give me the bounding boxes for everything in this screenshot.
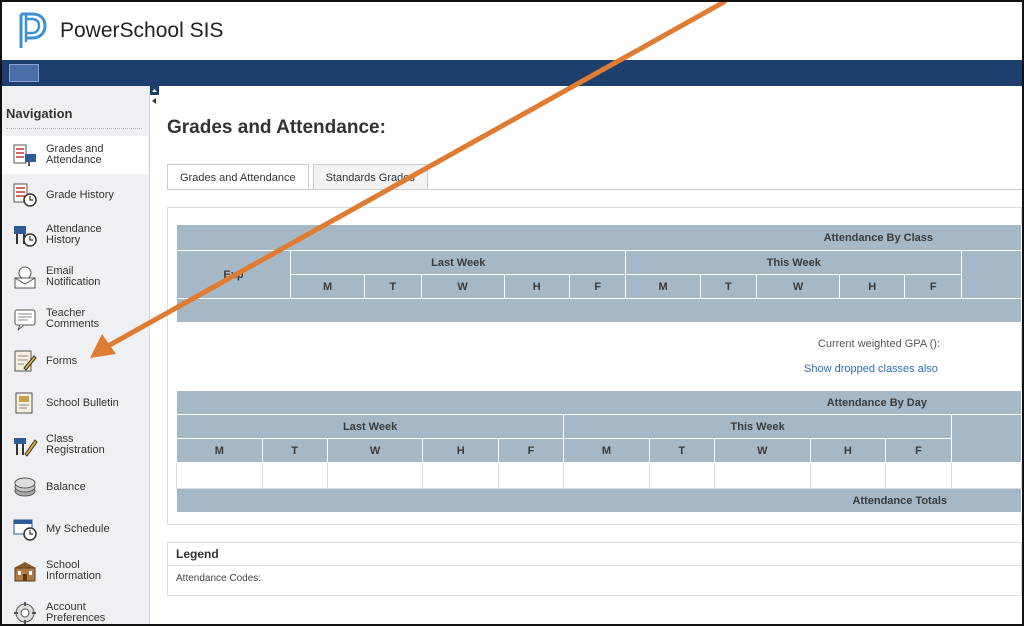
- day-header: W: [326, 438, 424, 463]
- tab-standards-grades[interactable]: Standards Grades: [312, 164, 428, 190]
- day-header: W: [713, 438, 811, 463]
- sidebar-item-label: Grade History: [46, 188, 114, 201]
- table-caption: Attendance By Day: [176, 390, 1022, 415]
- grades-attendance-icon: [13, 144, 36, 166]
- table-caption: Attendance By Class: [176, 224, 1022, 251]
- sidebar-item-school-information[interactable]: School Information: [2, 552, 148, 590]
- last-week-header: Last Week: [175, 414, 565, 439]
- nav-title: Navigation: [6, 106, 73, 121]
- sidebar-item-grades-attendance[interactable]: Grades and Attendance: [2, 136, 148, 174]
- sidebar-item-forms[interactable]: Forms: [2, 342, 148, 380]
- this-week-header: This Week: [625, 250, 962, 275]
- day-header: W: [756, 274, 841, 299]
- day-header: F: [904, 274, 962, 299]
- sidebar-item-grade-history[interactable]: Grade History: [2, 176, 148, 214]
- sidebar-item-teacher-comments[interactable]: Teacher Comments: [2, 300, 148, 338]
- day-header: H: [839, 274, 906, 299]
- legend-title: Legend: [176, 547, 219, 561]
- tab-divider: [167, 189, 1022, 190]
- tab-grades-and-attendance[interactable]: Grades and Attendance: [167, 164, 309, 190]
- page-title: Grades and Attendance:: [167, 117, 386, 138]
- day-header: M: [176, 438, 263, 463]
- comments-icon: [14, 309, 36, 331]
- registration-icon: [14, 438, 38, 457]
- nav-divider: [6, 128, 142, 129]
- day-header: H: [503, 274, 570, 299]
- balance-icon: [14, 477, 36, 497]
- attendance-totals-label: Attendance Totals: [176, 488, 1022, 513]
- menu-button[interactable]: [9, 64, 39, 82]
- powerschool-logo-icon: [19, 12, 47, 48]
- bulletin-icon: [15, 392, 33, 414]
- sidebar-item-label: Account Preferences: [46, 601, 106, 624]
- extra-header: [951, 414, 1022, 463]
- sidebar: Navigation Grades and Attendance Grade Hi…: [2, 86, 150, 624]
- day-header: M: [563, 438, 650, 463]
- collapse-sidebar-icon[interactable]: [150, 86, 159, 110]
- sidebar-item-label: Forms: [46, 354, 78, 367]
- day-header: T: [261, 438, 328, 463]
- grade-history-icon: [13, 183, 37, 207]
- sidebar-item-label: Teacher Comments: [46, 307, 100, 330]
- attendance-by-class-table: Attendance By Class Exp Last Week This W…: [176, 224, 1022, 323]
- sidebar-item-label: Attendance History: [46, 223, 102, 246]
- tab-bar: Grades and Attendance Standards Grades: [167, 164, 432, 190]
- day-header: W: [420, 274, 505, 299]
- attendance-by-day-table: Attendance By Day Last Week This Week M …: [175, 390, 1022, 513]
- sidebar-item-email-notification[interactable]: Email Notification: [2, 258, 148, 296]
- top-nav-bar: [2, 60, 1022, 86]
- day-header: F: [885, 438, 952, 463]
- sidebar-item-my-schedule[interactable]: My Schedule: [2, 510, 148, 548]
- legend-panel: Legend Attendance Codes:: [167, 542, 1022, 596]
- sidebar-item-label: Balance: [46, 480, 86, 493]
- table-footer-row: [176, 298, 1022, 323]
- school-info-icon: [14, 562, 36, 582]
- last-week-header: Last Week: [289, 250, 627, 275]
- day-header: M: [625, 274, 701, 299]
- sidebar-item-class-registration[interactable]: Class Registration: [2, 426, 148, 464]
- schedule-icon: [13, 519, 37, 541]
- sidebar-item-label: Grades and Attendance: [46, 143, 104, 166]
- account-preferences-icon: [14, 602, 36, 624]
- email-icon: [14, 266, 36, 289]
- header: PowerSchool SIS: [2, 2, 1022, 60]
- attendance-history-icon: [14, 226, 37, 247]
- legend-divider: [168, 565, 1021, 566]
- day-header: H: [422, 438, 499, 463]
- forms-icon: [14, 350, 37, 372]
- app-title: PowerSchool SIS: [60, 19, 224, 42]
- sidebar-item-label: School Bulletin: [46, 396, 119, 409]
- day-header: T: [648, 438, 715, 463]
- sidebar-item-balance[interactable]: Balance: [2, 468, 148, 506]
- day-header: F: [568, 274, 627, 299]
- attendance-codes-label: Attendance Codes:: [176, 573, 262, 584]
- sidebar-item-attendance-history[interactable]: Attendance History: [2, 216, 148, 254]
- this-week-header: This Week: [563, 414, 952, 439]
- exp-column-header: Exp: [176, 250, 291, 299]
- gpa-label: Current weighted GPA ():: [817, 338, 940, 350]
- day-header: T: [699, 274, 758, 299]
- day-header: M: [289, 274, 366, 299]
- table-row: [176, 462, 1022, 489]
- sidebar-item-label: Class Registration: [46, 433, 105, 456]
- sidebar-item-label: My Schedule: [46, 522, 110, 535]
- sidebar-item-label: Email Notification: [46, 265, 101, 288]
- sidebar-item-label: School Information: [46, 559, 102, 582]
- extra-header: [961, 250, 1022, 299]
- sidebar-item-account-preferences[interactable]: Account Preferences: [2, 594, 148, 624]
- show-dropped-classes-link[interactable]: Show dropped classes also: [804, 363, 938, 375]
- day-header: H: [809, 438, 887, 463]
- day-header: F: [497, 438, 565, 463]
- sidebar-item-school-bulletin[interactable]: School Bulletin: [2, 384, 148, 422]
- day-header: T: [364, 274, 422, 299]
